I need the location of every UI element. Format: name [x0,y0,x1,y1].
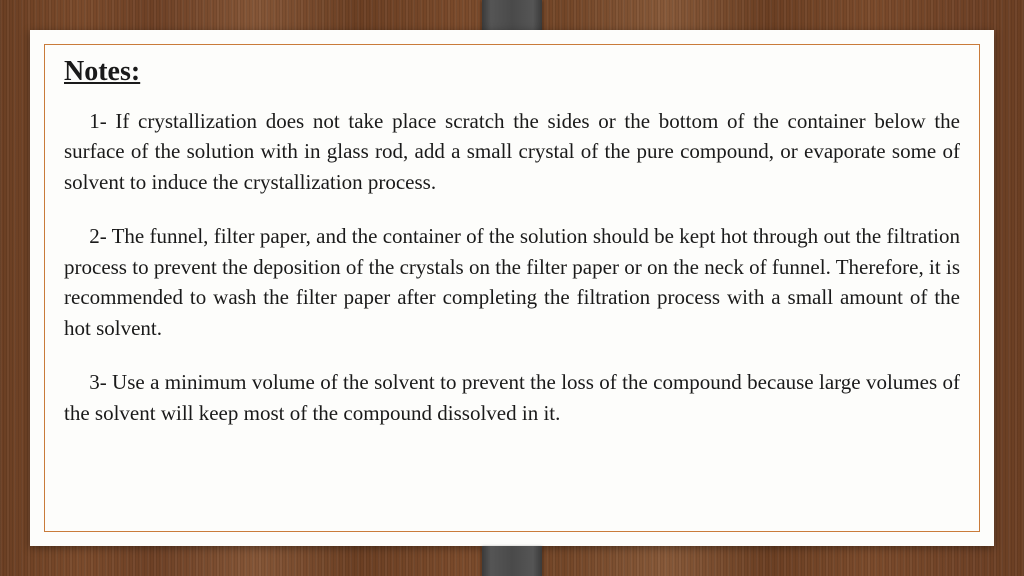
paper-card: Notes: 1- If crystallization does not ta… [30,30,994,546]
clip-bottom-decoration [482,546,542,576]
note-paragraph-2: 2- The funnel, filter paper, and the con… [64,221,960,343]
content-area: Notes: 1- If crystallization does not ta… [46,46,978,438]
note-paragraph-1: 1- If crystallization does not take plac… [64,106,960,197]
note-paragraph-3: 3- Use a minimum volume of the solvent t… [64,367,960,428]
notes-heading: Notes: [64,56,960,88]
